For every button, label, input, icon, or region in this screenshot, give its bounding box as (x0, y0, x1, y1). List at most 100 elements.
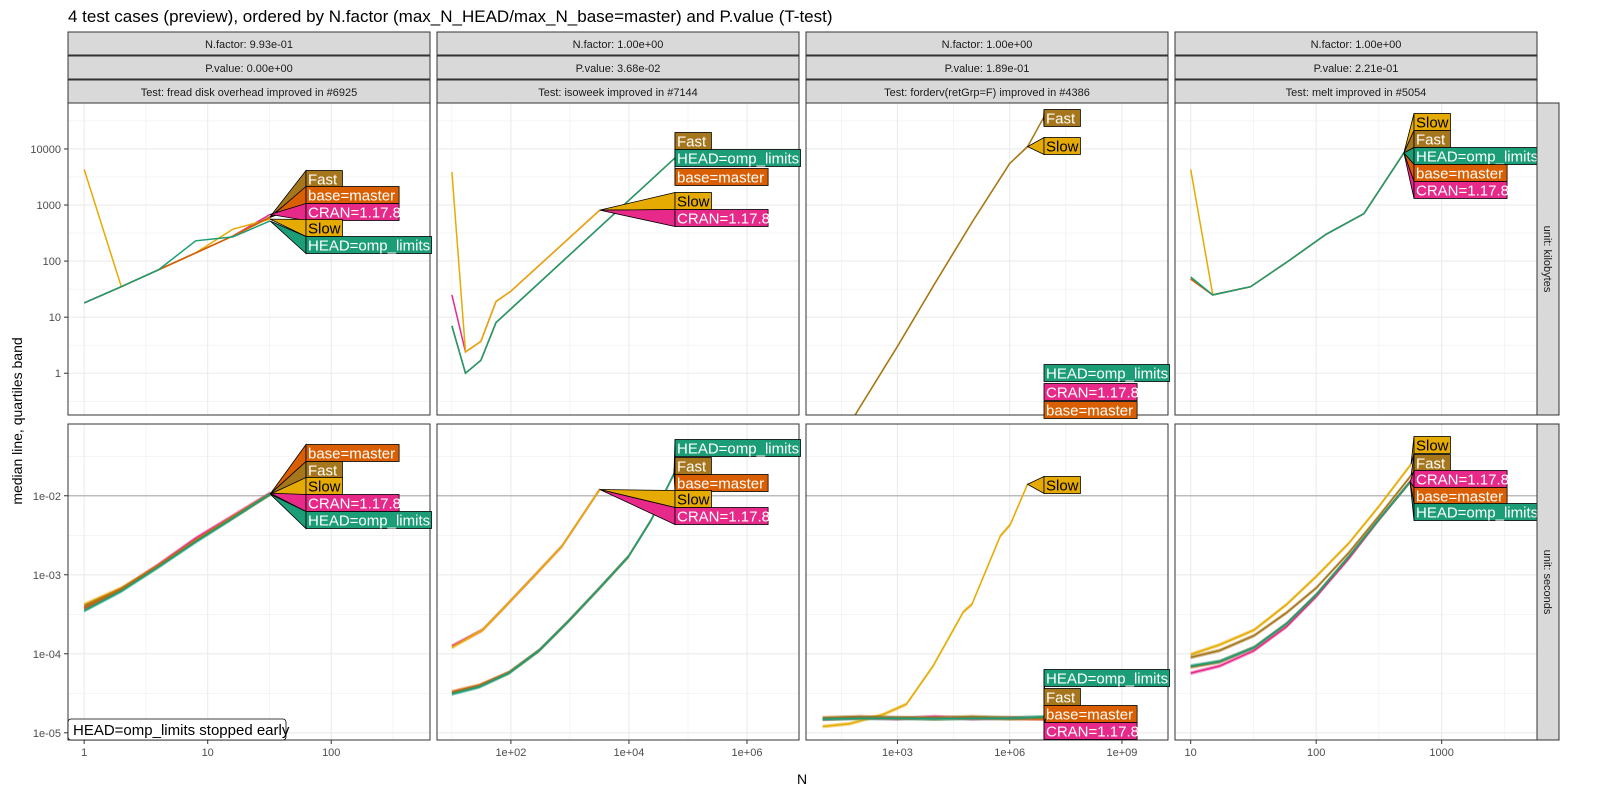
y-tick-label: 1000 (37, 200, 61, 212)
series-lines (1190, 462, 1412, 676)
x-tick-label: 1e+06 (732, 747, 763, 759)
direct-label-cran: CRAN=1.17.8 (599, 489, 770, 526)
label-box (674, 168, 769, 186)
direct-label-fast: Fast (269, 460, 343, 495)
x-tick-label: 1e+06 (994, 747, 1025, 759)
n-factor-strip-label: N.factor: 1.00e+00 (573, 39, 664, 51)
label-text: CRAN=1.17.8 (677, 211, 770, 228)
label-text: Slow (677, 194, 710, 211)
test-strip-label: Test: forderv(retGrp=F) improved in #438… (884, 87, 1090, 99)
panel-border (805, 102, 1169, 416)
direct-label-cran: CRAN=1.17.8 (1409, 470, 1509, 489)
label-text: HEAD=omp_limits (1046, 366, 1168, 383)
direct-label-base: base=master (674, 157, 769, 187)
n-factor-strip-label: N.factor: 9.93e-01 (205, 39, 293, 51)
direct-label-head: HEAD=omp_limits (1043, 669, 1170, 717)
label-text: CRAN=1.17.8 (1416, 472, 1509, 489)
series-line-head (451, 473, 675, 695)
label-text: base=master (677, 476, 764, 493)
label-box (674, 474, 769, 492)
label-text: CRAN=1.17.8 (1046, 385, 1139, 402)
unit-strip-label: unit: seconds (1541, 550, 1553, 615)
direct-label-slow: Slow (1410, 436, 1451, 465)
label-text: Fast (1046, 690, 1076, 707)
direct-label-base: base=master (673, 472, 769, 493)
label-text: Slow (677, 492, 710, 509)
label-text: Fast (308, 172, 338, 189)
label-text: CRAN=1.17.8 (677, 509, 770, 526)
direct-label-base: base=master (1043, 401, 1138, 420)
panel-background (437, 424, 799, 740)
direct-label-fast: Fast (1403, 130, 1451, 154)
direct-label-cran: CRAN=1.17.8 (1043, 383, 1139, 402)
unit-strip (1536, 423, 1560, 741)
series-lines (822, 482, 1046, 729)
direct-label-head: HEAD=omp_limits (673, 439, 801, 474)
label-text: HEAD=omp_limits (308, 513, 430, 530)
x-tick-label: 1e+09 (1107, 747, 1138, 759)
series-line-slow (451, 489, 601, 649)
series-lines (83, 169, 271, 304)
label-text: Slow (1416, 115, 1449, 132)
panel-background (68, 103, 430, 415)
panel-border (436, 423, 800, 741)
label-text: HEAD=omp_limits (1416, 505, 1538, 522)
n-factor-strip-label: N.factor: 1.00e+00 (1311, 39, 1402, 51)
label-box (1413, 181, 1508, 199)
y-axis-title: median line, quartiles band (9, 337, 25, 504)
label-box (1043, 401, 1138, 419)
label-box (674, 439, 801, 457)
label-text: Fast (308, 463, 338, 480)
direct-label-cran: CRAN=1.17.8 (1043, 718, 1139, 741)
quartile-band-head (84, 492, 271, 613)
test-strip-label: Test: fread disk overhead improved in #6… (141, 87, 357, 99)
series-lines (1189, 152, 1405, 296)
label-text: Slow (308, 221, 341, 238)
x-tick-label: 100 (1307, 747, 1325, 759)
label-text: base=master (1416, 166, 1503, 183)
panel-2-0 (805, 102, 1169, 416)
direct-label-fast: Fast (269, 169, 343, 217)
y-tick-label: 100 (43, 256, 61, 268)
x-tick-label: 10 (1185, 747, 1197, 759)
p-value-strip (67, 55, 431, 80)
label-text: Fast (677, 459, 707, 476)
panel-background (806, 103, 1168, 415)
label-text: CRAN=1.17.8 (1416, 183, 1509, 200)
panel-1-1 (436, 423, 800, 741)
quartile-band-base (84, 492, 271, 611)
series-lines (83, 491, 271, 613)
p-value-strip-label: P.value: 1.89e-01 (945, 63, 1030, 75)
series-line-head (1190, 152, 1405, 296)
series-lines (451, 157, 676, 375)
label-text: Fast (677, 134, 707, 151)
direct-label-slow: Slow (269, 218, 343, 238)
y-tick-label: 1e-02 (33, 491, 61, 503)
label-text: base=master (677, 170, 764, 187)
panel-2-1 (805, 423, 1169, 741)
series-line-fast (854, 117, 1045, 415)
direct-label-head: HEAD=omp_limits (269, 493, 432, 530)
p-value-strip-label: P.value: 0.00e+00 (205, 63, 293, 75)
series-line-slow (1190, 463, 1412, 656)
direct-label-cran: CRAN=1.17.8 (1403, 152, 1509, 200)
quartile-band-fast (84, 492, 271, 609)
x-tick-label: 1e+04 (613, 747, 644, 759)
label-box (1413, 436, 1451, 454)
direct-label-fast: Fast (674, 132, 712, 158)
label-text: Slow (308, 479, 341, 496)
y-tick-label: 1e-04 (33, 649, 61, 661)
y-tick-label: 1 (55, 368, 61, 380)
label-box (1043, 722, 1138, 740)
label-box (305, 236, 432, 254)
unit-strip (1536, 102, 1560, 416)
direct-label-fast: Fast (673, 457, 712, 476)
label-text: Fast (1416, 132, 1446, 149)
p-value-strip (1174, 55, 1538, 80)
p-value-strip (436, 55, 800, 80)
series-line-head (451, 157, 676, 375)
n-factor-strip (67, 31, 431, 56)
test-strip-label: Test: isoweek improved in #7144 (538, 87, 698, 99)
label-text: HEAD=omp_limits (677, 441, 799, 458)
